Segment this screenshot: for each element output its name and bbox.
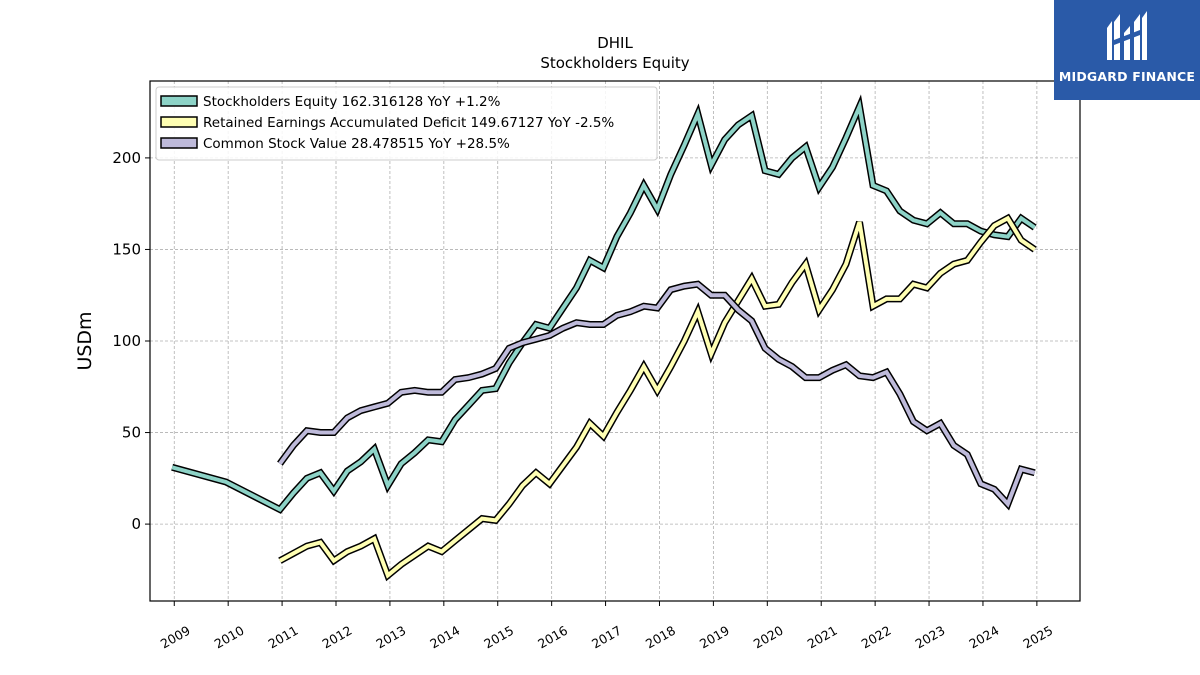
x-tick-label: 2019 xyxy=(697,623,732,652)
legend-label-3: Common Stock Value 28.478515 YoY +28.5% xyxy=(203,136,510,152)
x-tick-label: 2015 xyxy=(481,623,516,652)
series-line-3 xyxy=(278,282,1036,508)
legend-swatch-3 xyxy=(160,137,198,149)
x-tick-label: 2011 xyxy=(266,623,301,652)
series-line-1 xyxy=(171,99,1036,513)
y-tick-label: 50 xyxy=(122,424,141,442)
y-tick-label: 200 xyxy=(112,149,141,167)
y-tick-label: 150 xyxy=(112,240,141,258)
brand-logo: MIDGARD FINANCE xyxy=(1054,0,1200,100)
ticks: 2009 2010 2011 2012 2013 2014 2015 2016 2017 2018… xyxy=(112,149,1055,652)
x-tick-label: 2021 xyxy=(805,623,840,652)
legend-label-1: Stockholders Equity 162.316128 YoY +1.2% xyxy=(203,94,501,110)
chart-title: DHIL xyxy=(597,34,633,52)
series-line-2 xyxy=(278,215,1036,579)
x-tick-label: 2012 xyxy=(319,623,354,652)
legend-swatch-1 xyxy=(160,95,198,107)
x-tick-label: 2009 xyxy=(158,623,193,652)
series-line-outline-1 xyxy=(171,94,1037,514)
x-tick-label: 2020 xyxy=(751,623,786,652)
legend: Stockholders Equity 162.316128 YoY +1.2%… xyxy=(155,86,658,161)
y-tick-label: 100 xyxy=(112,332,141,350)
x-tick-label: 2023 xyxy=(912,623,947,652)
series-layer xyxy=(171,94,1037,582)
legend-label-2: Retained Earnings Accumulated Deficit 14… xyxy=(203,115,614,131)
x-tick-label: 2016 xyxy=(535,623,570,652)
legend-swatch-2 xyxy=(160,116,198,128)
x-tick-label: 2013 xyxy=(373,623,408,652)
x-tick-label: 2010 xyxy=(212,623,247,652)
x-tick-label: 2025 xyxy=(1020,623,1055,652)
chart-subtitle: Stockholders Equity xyxy=(540,54,689,72)
y-tick-label: 0 xyxy=(131,515,141,533)
x-tick-label: 2018 xyxy=(643,623,678,652)
logo-mark-icon xyxy=(1107,11,1147,60)
x-tick-label: 2014 xyxy=(427,623,462,652)
x-tick-label: 2022 xyxy=(859,623,894,652)
x-tick-label: 2017 xyxy=(589,623,624,652)
y-axis-label: USDm xyxy=(74,311,96,370)
x-tick-label: 2024 xyxy=(966,623,1001,652)
logo-text: MIDGARD FINANCE xyxy=(1058,69,1196,84)
legend-box xyxy=(155,86,658,161)
